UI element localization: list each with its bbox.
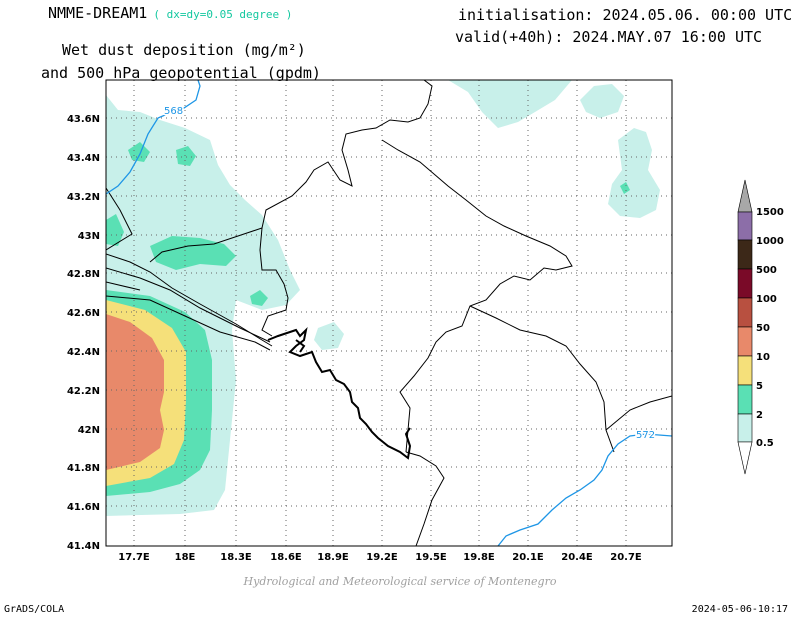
legend-label: 0.5 [756, 438, 774, 449]
legend-label: 1500 [756, 207, 784, 218]
lat-label: 42.4N [67, 347, 100, 358]
legend-swatch-1000 [737, 211, 753, 241]
lat-label: 43.6N [67, 114, 100, 125]
lat-label: 42.2N [67, 386, 100, 397]
legend-labels: 1500 1000 500 100 50 10 5 2 0.5 [756, 207, 784, 449]
lon-label: 19.2E [366, 552, 398, 563]
lat-label: 43.4N [67, 153, 100, 164]
valid-time: valid(+40h): 2024.MAY.07 16:00 UTC [455, 28, 763, 46]
legend-label: 100 [756, 294, 777, 305]
legend-swatch-5 [737, 355, 753, 386]
model-name: NMME-DREAM1 [48, 4, 148, 22]
geopotential-contours [106, 80, 672, 546]
generation-timestamp: 2024-05-06-10:17 [691, 604, 788, 615]
legend-swatch-2 [737, 384, 753, 415]
contour-label-572: 572 [636, 430, 655, 441]
legend-swatch-500 [737, 239, 753, 270]
lat-label: 42N [78, 425, 100, 436]
credit-text: Hydrological and Meteorological service … [243, 575, 557, 588]
longitude-labels: 17.7E 18E 18.3E 18.6E 18.9E 19.2E 19.5E … [118, 552, 642, 563]
lat-label: 42.8N [67, 269, 100, 280]
model-resolution: ( dx=dy=0.05 degree ) [153, 8, 293, 21]
lon-label: 18.9E [317, 552, 349, 563]
legend-label: 10 [756, 352, 770, 363]
country-borders [106, 80, 672, 546]
lon-label: 17.7E [118, 552, 150, 563]
map-frame [105, 79, 673, 547]
legend-label: 50 [756, 323, 770, 334]
legend-swatch-0.5 [737, 413, 753, 443]
lat-label: 41.6N [67, 502, 100, 513]
contour-label-568: 568 [164, 106, 183, 117]
legend-top-arrow [737, 179, 753, 213]
lat-label: 41.8N [67, 463, 100, 474]
initialisation-time: initialisation: 2024.05.06. 00:00 UTC [458, 6, 793, 24]
latitude-labels: 43.6N 43.4N 43.2N 43N 42.8N 42.6N 42.4N … [67, 114, 100, 552]
legend-swatch-100 [737, 268, 753, 299]
legend-label: 5 [756, 381, 763, 392]
lat-label: 41.4N [67, 541, 100, 552]
legend-label: 500 [756, 265, 777, 276]
lon-label: 20.7E [610, 552, 642, 563]
lat-label: 43N [78, 231, 100, 242]
map-area: 568 572 [106, 80, 672, 546]
model-title: NMME-DREAM1 ( dx=dy=0.05 degree ) [48, 4, 292, 22]
legend-label: 2 [756, 410, 763, 421]
lon-label: 18.3E [220, 552, 252, 563]
lon-label: 20.1E [512, 552, 544, 563]
lat-label: 43.2N [67, 192, 100, 203]
software-credit: GrADS/COLA [4, 604, 65, 615]
lon-label: 20.4E [561, 552, 593, 563]
deposition-10-fill [106, 314, 164, 470]
lon-label: 19.5E [415, 552, 447, 563]
legend-swatch-50 [737, 297, 753, 328]
product-title-line2: and 500 hPa geopotential (gpdm) [41, 64, 321, 82]
legend-label: 1000 [756, 236, 784, 247]
color-legend [737, 179, 753, 475]
legend-bottom-arrow [737, 441, 753, 475]
lon-label: 18.6E [270, 552, 302, 563]
lon-label: 19.8E [463, 552, 495, 563]
product-title-line1: Wet dust deposition (mg/m²) [62, 41, 306, 59]
legend-swatch-10 [737, 326, 753, 357]
lat-label: 42.6N [67, 308, 100, 319]
montenegro-coastline [267, 326, 412, 460]
lon-label: 18E [175, 552, 196, 563]
